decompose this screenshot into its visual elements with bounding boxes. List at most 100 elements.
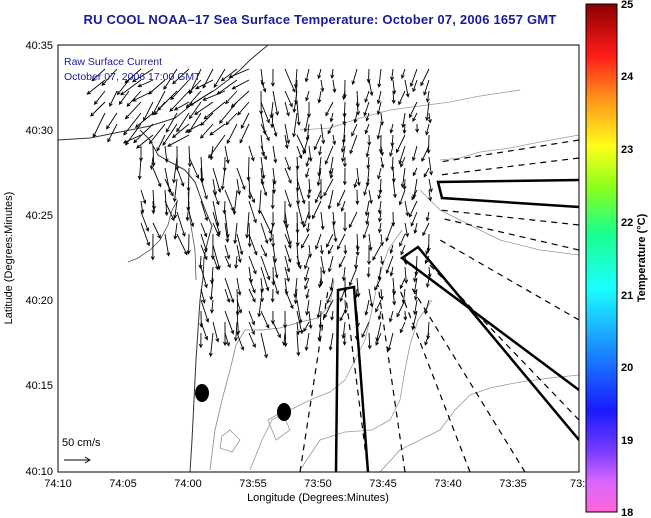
current-vector bbox=[380, 255, 384, 266]
current-vector bbox=[247, 178, 252, 200]
x-tick-label: 74:00 bbox=[174, 478, 202, 490]
current-vector bbox=[305, 288, 310, 299]
current-vector bbox=[332, 222, 338, 243]
current-vector bbox=[342, 332, 347, 346]
current-vector bbox=[302, 134, 310, 155]
current-vector bbox=[409, 68, 418, 88]
map-layers bbox=[58, 45, 579, 472]
current-vector bbox=[167, 134, 190, 147]
current-vector bbox=[188, 211, 195, 228]
current-vector bbox=[353, 112, 358, 124]
current-vector bbox=[425, 101, 430, 122]
current-vector bbox=[284, 134, 289, 150]
current-vector bbox=[377, 211, 382, 223]
current-vector bbox=[379, 288, 384, 301]
traffic-lane-southeast bbox=[399, 245, 579, 441]
x-tick-label: 73:40 bbox=[434, 478, 462, 490]
current-vector bbox=[402, 178, 407, 191]
current-vector bbox=[284, 189, 292, 208]
current-vector bbox=[169, 90, 190, 112]
current-vector bbox=[260, 222, 269, 245]
current-vector bbox=[353, 178, 358, 189]
current-vector bbox=[171, 123, 190, 139]
current-vector bbox=[236, 244, 242, 264]
current-vector bbox=[260, 255, 271, 281]
current-vector bbox=[246, 156, 251, 182]
current-vector bbox=[188, 101, 202, 120]
current-vector bbox=[185, 90, 202, 109]
current-vector bbox=[400, 244, 406, 256]
current-vector bbox=[320, 123, 326, 145]
current-vector bbox=[317, 90, 322, 104]
colorbar-label: Temperature (°C) bbox=[636, 213, 648, 302]
current-vector bbox=[389, 266, 394, 277]
current-vector bbox=[90, 101, 106, 117]
current-vector bbox=[93, 90, 106, 105]
current-vector bbox=[284, 68, 296, 93]
current-vector bbox=[412, 79, 418, 93]
current-vector bbox=[377, 200, 382, 215]
current-vector bbox=[200, 266, 208, 289]
y-tick-label: 40:15 bbox=[25, 380, 53, 392]
current-vector bbox=[272, 123, 278, 137]
bathymetry-contour bbox=[249, 229, 403, 471]
current-vector bbox=[212, 222, 220, 238]
current-vector bbox=[399, 233, 406, 247]
current-vector bbox=[364, 90, 370, 104]
current-vector bbox=[342, 112, 347, 126]
current-vector bbox=[140, 211, 150, 232]
map-title: RU COOL NOAA–17 Sea Surface Temperature:… bbox=[83, 12, 557, 27]
current-vector bbox=[323, 299, 334, 319]
current-vector bbox=[176, 112, 190, 133]
current-vector bbox=[366, 156, 371, 170]
current-vector bbox=[224, 90, 238, 105]
current-vector bbox=[107, 123, 118, 143]
current-vector bbox=[234, 255, 239, 269]
current-vector bbox=[248, 200, 257, 224]
current-vector bbox=[424, 299, 430, 315]
current-vector bbox=[303, 321, 310, 333]
current-vector bbox=[165, 112, 178, 133]
current-vector bbox=[91, 68, 106, 82]
current-vector bbox=[140, 200, 145, 214]
current-vector bbox=[120, 79, 142, 96]
current-vector bbox=[339, 310, 346, 322]
scale-label: 50 cm/s bbox=[62, 437, 101, 449]
current-vector bbox=[425, 123, 430, 136]
colorbar-tick-label: 25 bbox=[621, 0, 633, 11]
overlay-title: Raw Surface Current bbox=[64, 56, 162, 68]
current-vector bbox=[341, 145, 346, 163]
current-vector bbox=[228, 68, 250, 78]
current-vector bbox=[148, 123, 166, 145]
current-vector bbox=[313, 134, 322, 151]
current-vector bbox=[402, 123, 407, 135]
current-vector bbox=[351, 123, 358, 137]
current-vector bbox=[198, 255, 203, 269]
current-vector bbox=[208, 134, 226, 159]
current-vector bbox=[337, 233, 346, 250]
current-vector bbox=[240, 112, 250, 130]
colorbar-tick-label: 22 bbox=[621, 217, 633, 229]
current-vector bbox=[162, 123, 178, 146]
x-tick-label: 73:45 bbox=[369, 478, 397, 490]
current-vector bbox=[395, 134, 406, 154]
current-vector bbox=[272, 90, 280, 116]
current-vector bbox=[320, 255, 326, 275]
current-vector bbox=[389, 145, 394, 157]
bathymetry-contour bbox=[219, 429, 241, 453]
current-vector bbox=[424, 332, 430, 346]
current-vector bbox=[368, 288, 374, 308]
current-vector bbox=[366, 266, 371, 278]
current-vector bbox=[118, 90, 130, 106]
buoy-marker bbox=[195, 384, 209, 402]
current-vector bbox=[412, 277, 418, 294]
current-vector bbox=[329, 277, 334, 292]
current-vector bbox=[376, 123, 382, 140]
current-vector bbox=[185, 200, 190, 222]
current-vector bbox=[376, 90, 382, 105]
current-vector bbox=[164, 233, 171, 257]
current-vector bbox=[203, 101, 226, 120]
current-vector bbox=[212, 167, 222, 193]
current-vector bbox=[425, 277, 430, 288]
